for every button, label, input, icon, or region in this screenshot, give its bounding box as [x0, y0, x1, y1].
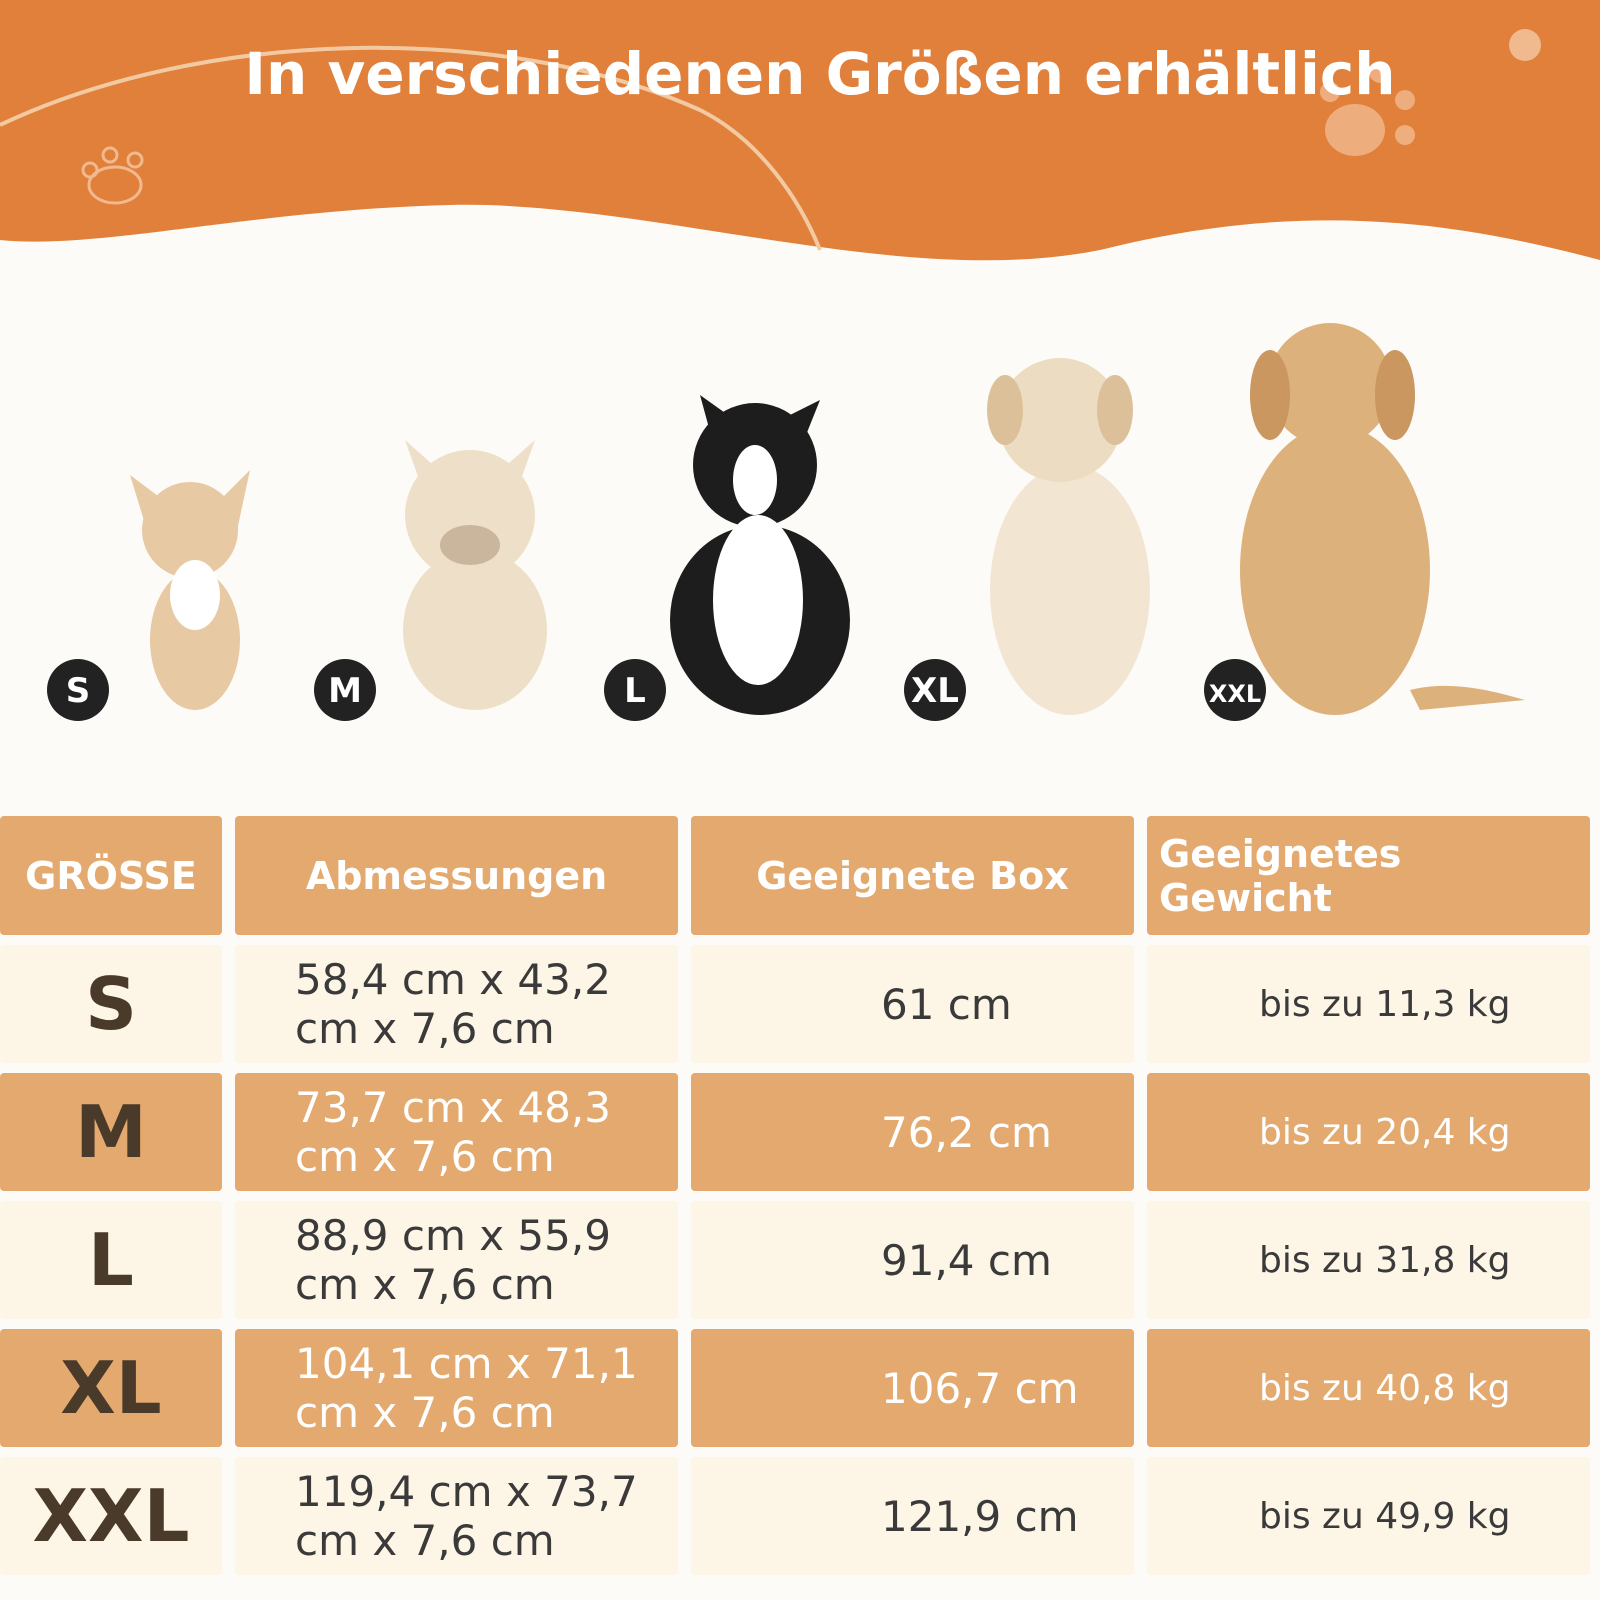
box-cell: 106,7 cm — [691, 1329, 1134, 1447]
dimensions-cell: 88,9 cm x 55,9 cm x 7,6 cm — [235, 1201, 678, 1319]
dimensions-cell: 104,1 cm x 71,1 cm x 7,6 cm — [235, 1329, 678, 1447]
banner-graphic: S M L XL XXL — [0, 0, 1600, 721]
size-cell: S — [0, 945, 222, 1063]
size-badge — [314, 659, 376, 721]
dog-xxl — [1240, 323, 1525, 715]
size-badge — [604, 659, 666, 721]
size-badge — [47, 659, 109, 721]
size-cell: M — [0, 1073, 222, 1191]
weight-cell: bis zu 49,9 kg — [1147, 1457, 1590, 1575]
weight-cell: bis zu 20,4 kg — [1147, 1073, 1590, 1191]
weight-cell: bis zu 40,8 kg — [1147, 1329, 1590, 1447]
dimensions-cell: 58,4 cm x 43,2 cm x 7,6 cm — [235, 945, 678, 1063]
size-badge — [904, 659, 966, 721]
paw-icon — [81, 146, 144, 205]
title: In verschiedenen Größen erhältlich — [244, 40, 1396, 108]
size-badge-label: L — [624, 671, 646, 711]
size-cell: XL — [0, 1329, 222, 1447]
paw-icon — [1320, 61, 1415, 156]
box-cell: 61 cm — [691, 945, 1134, 1063]
size-badge-label: XXL — [1209, 680, 1261, 708]
dog-l — [670, 395, 850, 715]
dimensions-cell: 119,4 cm x 73,7 cm x 7,6 cm — [235, 1457, 678, 1575]
dog-xl — [987, 358, 1150, 715]
dog-m — [403, 440, 547, 710]
decor-dot — [1509, 29, 1541, 61]
size-badge-label: S — [66, 671, 91, 711]
size-badge-label: XL — [911, 671, 959, 711]
dimensions-cell: 73,7 cm x 48,3 cm x 7,6 cm — [235, 1073, 678, 1191]
weight-cell: bis zu 11,3 kg — [1147, 945, 1590, 1063]
size-cell: XXL — [0, 1457, 222, 1575]
decor-line — [0, 45, 822, 251]
column-header: Geeignete Box — [691, 816, 1134, 935]
dog-s — [130, 470, 250, 710]
banner — [0, 0, 1600, 261]
column-header: Abmessungen — [235, 816, 678, 935]
box-cell: 121,9 cm — [691, 1457, 1134, 1575]
column-header: GRÖSSE — [0, 816, 222, 935]
size-cell: L — [0, 1201, 222, 1319]
weight-cell: bis zu 31,8 kg — [1147, 1201, 1590, 1319]
column-header: Geeignetes Gewicht — [1147, 816, 1590, 935]
box-cell: 91,4 cm — [691, 1201, 1134, 1319]
size-badge — [1204, 659, 1266, 721]
box-cell: 76,2 cm — [691, 1073, 1134, 1191]
size-badge-label: M — [328, 671, 362, 711]
